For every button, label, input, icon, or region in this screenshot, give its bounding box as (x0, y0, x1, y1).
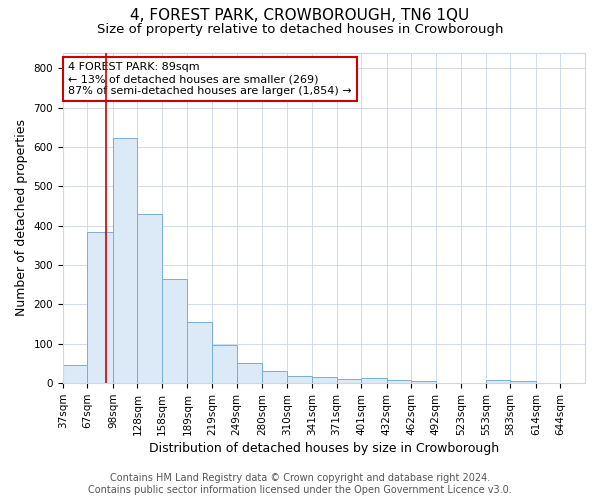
Bar (187, 322, 212, 383)
Bar (236, 362, 262, 383)
Bar (337, 379, 361, 383)
Text: 4, FOREST PARK, CROWBOROUGH, TN6 1QU: 4, FOREST PARK, CROWBOROUGH, TN6 1QU (130, 8, 470, 22)
Bar (137, 214, 162, 383)
Bar (386, 380, 411, 383)
Bar (287, 376, 312, 383)
Text: 4 FOREST PARK: 89sqm
← 13% of detached houses are smaller (269)
87% of semi-deta: 4 FOREST PARK: 89sqm ← 13% of detached h… (68, 62, 352, 96)
Bar (162, 279, 187, 383)
Bar (511, 381, 536, 383)
Text: Size of property relative to detached houses in Crowborough: Size of property relative to detached ho… (97, 22, 503, 36)
Bar (411, 381, 436, 383)
Bar (212, 346, 236, 383)
Y-axis label: Number of detached properties: Number of detached properties (15, 120, 28, 316)
X-axis label: Distribution of detached houses by size in Crowborough: Distribution of detached houses by size … (149, 442, 499, 455)
Bar (312, 378, 337, 383)
Bar (88, 232, 113, 383)
Bar (113, 138, 137, 383)
Bar (361, 378, 386, 383)
Text: Contains HM Land Registry data © Crown copyright and database right 2024.
Contai: Contains HM Land Registry data © Crown c… (88, 474, 512, 495)
Bar (63, 365, 88, 383)
Bar (262, 372, 287, 383)
Bar (486, 380, 511, 383)
